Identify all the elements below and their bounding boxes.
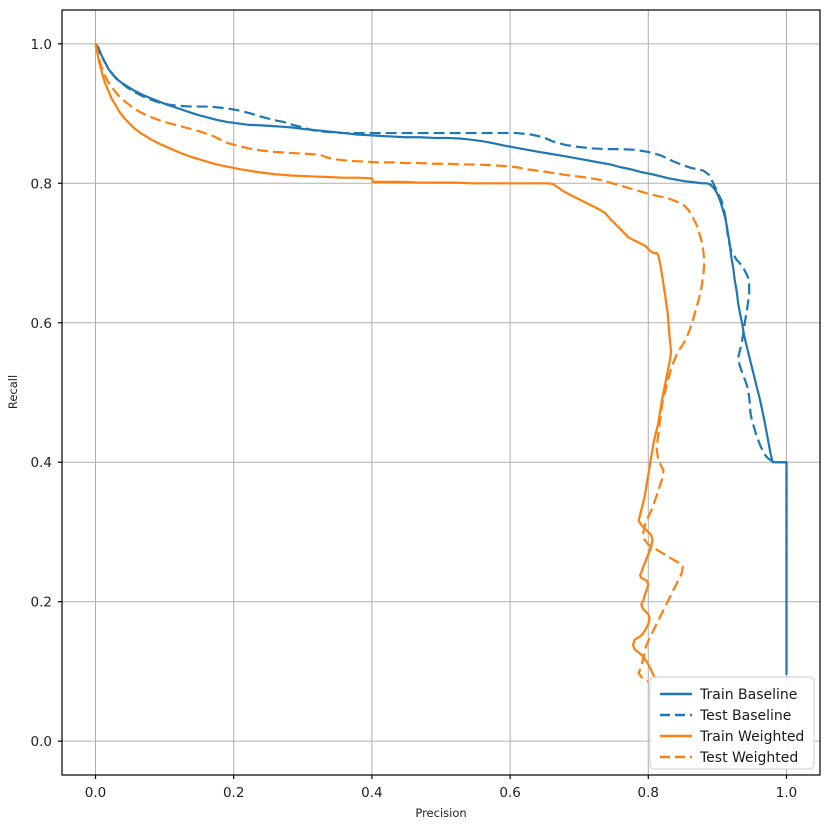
- legend-label-test-weighted[interactable]: Test Weighted: [699, 750, 798, 766]
- x-tick-label: 0.6: [499, 785, 520, 801]
- axis-tick-labels: 0.0 0.2 0.4 0.6 0.8 1.0 0.0 0.2 0.4 0.6 0.8 1.0: [31, 37, 798, 801]
- chart-legend[interactable]: Train Baseline Test Baseline Train Weighte…: [649, 676, 815, 770]
- x-tick-label: 0.2: [223, 785, 244, 801]
- x-tick-label: 0.4: [361, 785, 382, 801]
- series-line-train-weighted: [94, 43, 673, 679]
- x-tick-label: 1.0: [776, 785, 797, 801]
- series-line-test-weighted: [94, 43, 706, 683]
- x-axis-label: Precision: [415, 806, 466, 820]
- y-tick-label: 0.4: [31, 455, 52, 471]
- legend-box: [649, 676, 815, 770]
- x-tick-label: 0.0: [85, 785, 106, 801]
- y-axis-label: Recall: [6, 375, 20, 409]
- x-tick-label: 0.8: [638, 785, 659, 801]
- series-line-train-baseline: [94, 43, 788, 675]
- legend-label-train-baseline[interactable]: Train Baseline: [699, 687, 797, 703]
- y-tick-label: 0.8: [31, 176, 52, 192]
- axis-ticks: [58, 43, 788, 779]
- y-tick-label: 0.2: [31, 595, 52, 611]
- series-line-test-baseline: [94, 43, 788, 564]
- data-series-layer: [94, 43, 788, 683]
- y-tick-label: 0.6: [31, 316, 52, 332]
- legend-label-test-baseline[interactable]: Test Baseline: [699, 708, 791, 724]
- y-tick-label: 1.0: [31, 37, 52, 53]
- plot-frame: [61, 9, 821, 776]
- legend-label-train-weighted[interactable]: Train Weighted: [699, 729, 804, 745]
- y-tick-label: 0.0: [31, 734, 52, 750]
